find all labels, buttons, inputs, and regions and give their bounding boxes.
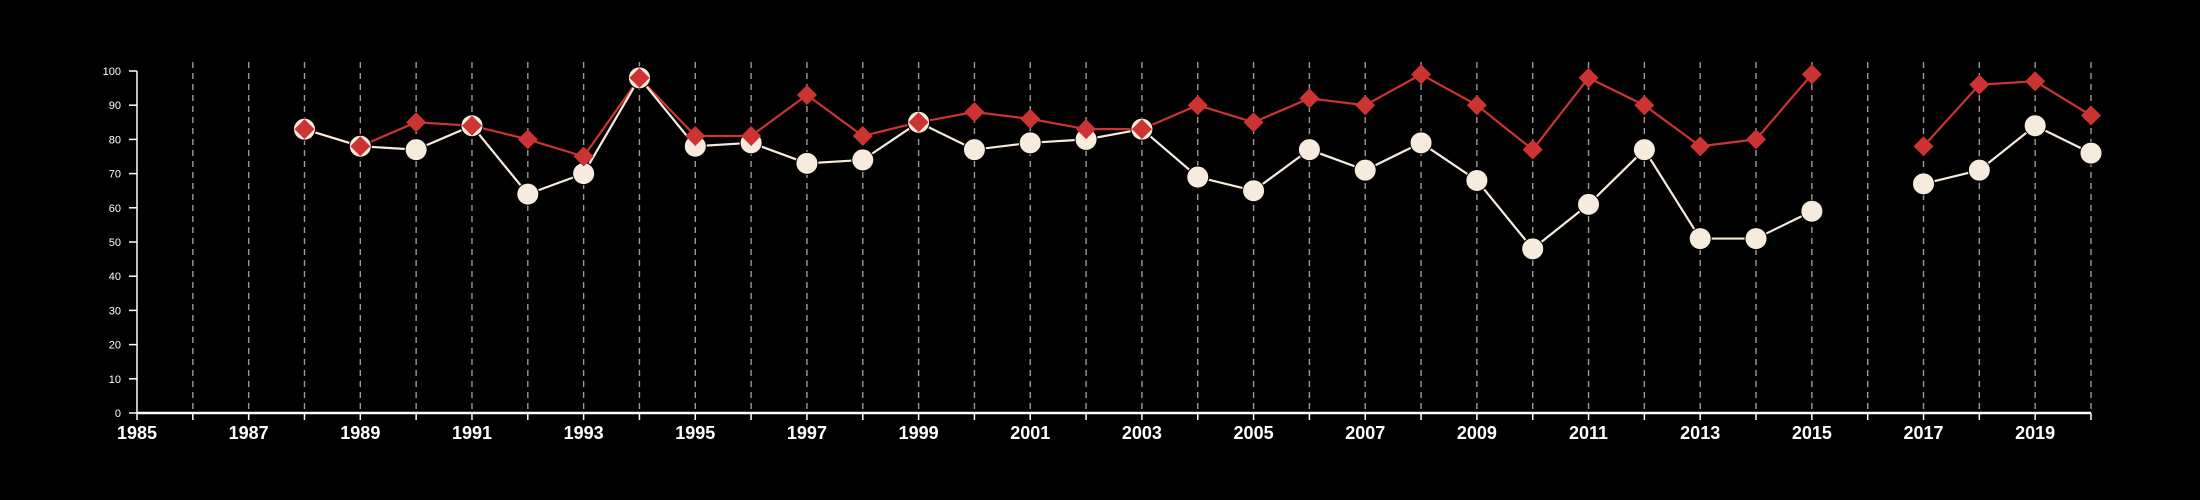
series-line-diamond: [304, 73, 1813, 158]
data-point-circle: [1688, 227, 1712, 251]
x-tick-label: 1991: [452, 423, 492, 443]
grid-lines: [192, 62, 2092, 413]
data-point-circle: [962, 138, 986, 162]
data-point-diamond: [1076, 119, 1097, 140]
y-tick-label: 40: [109, 271, 121, 283]
x-tick-label: 2011: [1569, 423, 1608, 443]
y-tick-label: 20: [109, 340, 121, 352]
series-markers: [292, 64, 2103, 261]
x-tick-label: 2007: [1345, 423, 1385, 443]
x-tick-label: 2009: [1457, 423, 1497, 443]
x-tick-label: 1997: [787, 423, 827, 443]
data-point-diamond: [1690, 136, 1711, 157]
axes: 0 10 20 30 40 50 60 70 80 90 100 1985 1987 1989 1991 19…: [103, 66, 2092, 443]
data-point-diamond: [1913, 136, 1934, 157]
data-point-circle: [851, 148, 875, 172]
data-point-diamond: [350, 136, 371, 157]
x-tick-label: 2005: [1234, 423, 1274, 443]
x-tick-label: 1989: [340, 423, 380, 443]
y-tick-label: 0: [115, 408, 121, 420]
x-tick-label: 2013: [1680, 423, 1720, 443]
data-point-diamond: [2081, 105, 2101, 126]
x-tick-label: 2003: [1122, 423, 1162, 443]
data-point-diamond: [1131, 119, 1152, 140]
data-point-diamond: [741, 125, 762, 146]
data-point-diamond: [1187, 95, 1208, 116]
data-point-diamond: [573, 146, 594, 167]
data-point-circle: [1967, 158, 1991, 182]
data-point-circle: [1297, 138, 1321, 162]
data-point-circle: [1242, 179, 1266, 203]
data-point-diamond: [796, 84, 817, 105]
data-point-diamond: [1522, 139, 1543, 160]
x-tick-label: 1985: [117, 423, 157, 443]
data-point-diamond: [1801, 64, 1822, 85]
data-point-diamond: [1578, 67, 1599, 88]
data-point-circle: [1018, 131, 1042, 155]
data-point-circle: [1465, 168, 1489, 192]
data-point-diamond: [461, 115, 482, 136]
data-point-circle: [1800, 199, 1824, 223]
y-tick-label: 10: [109, 374, 121, 386]
data-point-diamond: [1243, 112, 1264, 133]
x-tick-label: 2019: [2015, 423, 2055, 443]
data-point-circle: [1577, 192, 1601, 216]
data-point-diamond: [1355, 95, 1376, 116]
y-tick-label: 90: [109, 100, 121, 112]
data-point-circle: [2079, 141, 2103, 165]
data-point-circle: [795, 151, 819, 175]
x-tick-label: 1993: [564, 423, 604, 443]
data-point-circle: [1912, 172, 1936, 196]
y-tick-label: 30: [109, 305, 121, 317]
data-point-circle: [404, 138, 428, 162]
x-tick-label: 2015: [1792, 423, 1832, 443]
y-tick-label: 100: [103, 66, 121, 78]
data-point-diamond: [2025, 71, 2046, 92]
data-point-diamond: [294, 119, 315, 140]
series-lines: [304, 73, 2092, 251]
data-point-diamond: [685, 125, 706, 146]
data-point-diamond: [1299, 88, 1320, 109]
series-line-circle: [304, 75, 1813, 251]
data-point-diamond: [1969, 74, 1990, 95]
data-point-diamond: [1466, 95, 1487, 116]
data-point-diamond: [1746, 129, 1767, 150]
x-tick-label: 2017: [1903, 423, 1943, 443]
x-tick-label: 1995: [675, 423, 715, 443]
data-point-diamond: [406, 112, 427, 133]
data-point-circle: [1409, 131, 1433, 155]
data-point-circle: [1632, 138, 1656, 162]
data-point-circle: [1353, 158, 1377, 182]
data-point-diamond: [908, 112, 929, 133]
data-point-diamond: [852, 125, 873, 146]
data-point-circle: [2023, 114, 2047, 138]
data-point-circle: [1521, 237, 1545, 261]
data-point-diamond: [517, 129, 538, 150]
y-tick-label: 50: [109, 237, 121, 249]
series-line-circle: [1923, 124, 2092, 185]
x-tick-label: 1999: [899, 423, 939, 443]
series-line-diamond: [1922, 80, 2092, 147]
data-point-diamond: [964, 102, 985, 123]
data-point-diamond: [629, 67, 650, 88]
y-tick-label: 70: [109, 169, 121, 181]
data-point-diamond: [1020, 108, 1041, 129]
data-point-circle: [1744, 227, 1768, 251]
y-tick-label: 60: [109, 203, 121, 215]
x-tick-label: 1987: [229, 423, 269, 443]
data-point-diamond: [1634, 95, 1655, 116]
data-point-diamond: [1411, 64, 1432, 85]
y-tick-label: 80: [109, 134, 121, 146]
x-tick-label: 2001: [1010, 423, 1050, 443]
data-point-circle: [516, 182, 540, 206]
data-point-circle: [1186, 165, 1210, 189]
